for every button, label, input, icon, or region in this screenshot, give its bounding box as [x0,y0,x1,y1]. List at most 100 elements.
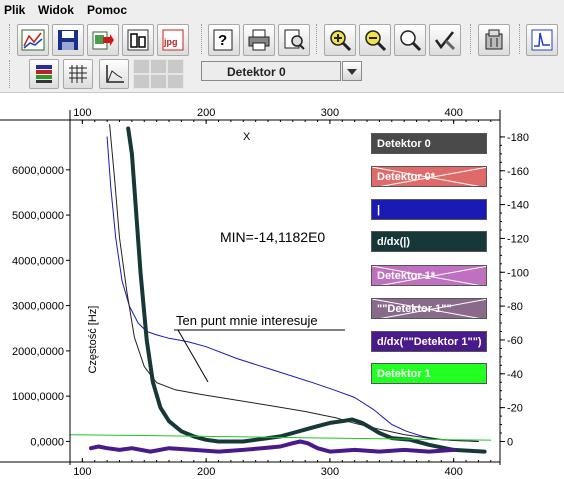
menu-widok[interactable]: Widok [38,3,74,17]
help-button[interactable]: ? [208,24,240,56]
menu-pomoc[interactable]: Pomoc [87,3,128,17]
save-button[interactable] [52,24,84,56]
x-tick-label-bottom: 100 [73,466,91,478]
svg-text:?: ? [218,32,227,49]
print-button[interactable] [243,24,275,56]
disabled-cross-icon [372,266,486,285]
tools-button[interactable] [429,24,461,56]
print-preview-icon [284,29,305,50]
cursor-marker: X [243,131,251,143]
y-left-tick-label: 6000,0000 [12,165,64,177]
annotation-note: Ten punt mnie interesuje [176,313,318,328]
legend-item-label: d/dx(|) [377,236,411,248]
layout-cell[interactable] [150,74,167,89]
x-tick-label-top: 300 [321,107,339,119]
x-tick-label-top: 100 [73,107,91,119]
legend-item[interactable]: ""Detektor 1"" [371,298,487,319]
chart-button[interactable] [17,24,49,56]
export-icon [92,31,114,50]
toolbar-grip[interactable] [9,24,13,54]
zoom-fit-icon [400,30,422,52]
secondary-toolbar [0,58,564,93]
legend-item-label: ""Detektor 1"" [377,303,452,315]
y-left-tick-label: 5000,0000 [12,210,64,222]
y-right-tick-label: -140 [507,200,529,212]
layout-cell[interactable] [133,74,150,89]
print-icon [248,29,270,51]
legend-item-label: Detektor 1* [377,270,436,282]
signal-icon [531,29,553,51]
zoom-out-icon [365,30,387,52]
legend-item-label: Detektor 0* [377,171,436,183]
legend-item[interactable]: Detektor 0 [371,133,487,154]
layout-cell[interactable] [150,59,167,74]
toolbar-grip[interactable] [9,60,13,88]
legend-item[interactable]: d/dx(|) [371,231,487,252]
zoom-out-button[interactable] [359,24,391,56]
grid-button[interactable] [63,59,93,89]
svg-text:jpg: jpg [163,37,178,47]
x-tick-label-top: 200 [197,107,215,119]
axes-icon [106,65,124,83]
toolbar-grip[interactable] [470,24,474,54]
copy-button[interactable] [122,24,154,56]
x-tick-label-top: 400 [445,107,463,119]
zoom-in-button[interactable] [324,24,356,56]
layout-cell[interactable] [167,59,184,74]
zoom-fit-button[interactable] [394,24,426,56]
settings-icon [485,29,503,50]
jpg-button[interactable]: jpg [157,24,189,56]
y-right-tick-label: -80 [507,301,523,313]
layout-cell[interactable] [167,74,184,89]
x-tick-label-bottom: 200 [197,466,215,478]
zoom-in-icon [330,30,352,52]
tools-icon [434,31,456,51]
legend-item[interactable]: d/dx(""Detektor 1"") [371,331,487,352]
toolbar-grip[interactable] [316,24,320,54]
y-right-tick-label: -180 [507,132,529,144]
disabled-cross-icon [372,299,486,318]
series-line [109,124,479,442]
detector-select-arrow[interactable] [342,61,362,81]
legend-item-label: | [377,204,381,216]
main-toolbar: jpg ? [0,20,564,58]
y-left-tick-label: 2000,0000 [12,346,64,358]
axes-button[interactable] [99,59,129,89]
min-label: MIN=-14,1182E0 [220,229,326,245]
series-line [106,136,479,442]
toolbar-grip[interactable] [201,24,205,54]
save-icon [58,30,78,50]
y-axis-label: Częstość [Hz] [87,306,99,374]
help-icon: ? [213,29,233,51]
layout-cell[interactable] [133,59,150,74]
toolbar-grip[interactable] [519,24,523,54]
print-preview-button[interactable] [278,24,310,56]
color-bars-icon [36,65,52,83]
grid-icon [69,65,87,83]
detector-select[interactable]: Detektor 0 [201,61,341,81]
menu-plik[interactable]: Plik [4,3,26,17]
y-right-tick-label: -160 [507,166,529,178]
series-line [126,126,487,454]
signal-button[interactable] [526,24,558,56]
y-right-tick-label: -60 [507,335,523,347]
copy-icon [127,29,149,51]
chart-icon [21,29,45,51]
chevron-down-icon [347,69,357,75]
y-right-tick-label: -40 [507,369,523,381]
y-right-tick-label: -100 [507,267,529,279]
y-left-tick-label: 3000,0000 [12,301,64,313]
color-bars-button[interactable] [29,59,59,89]
disabled-cross-icon [372,167,486,186]
y-left-tick-label: 0,0000 [30,436,64,448]
legend-item[interactable]: Detektor 1* [371,265,487,286]
series-line [70,434,492,441]
legend-item[interactable]: Detektor 0* [371,166,487,187]
export-button[interactable] [87,24,119,56]
chart[interactable]: 1001002002003003004004000,00001000,00002… [0,93,564,479]
settings-button[interactable] [478,24,510,56]
legend-item-label: d/dx(""Detektor 1"") [377,336,482,348]
legend-item[interactable]: | [371,199,487,220]
legend-item[interactable]: Detektor 1 [371,363,487,384]
legend-item-label: Detektor 1 [377,368,431,380]
